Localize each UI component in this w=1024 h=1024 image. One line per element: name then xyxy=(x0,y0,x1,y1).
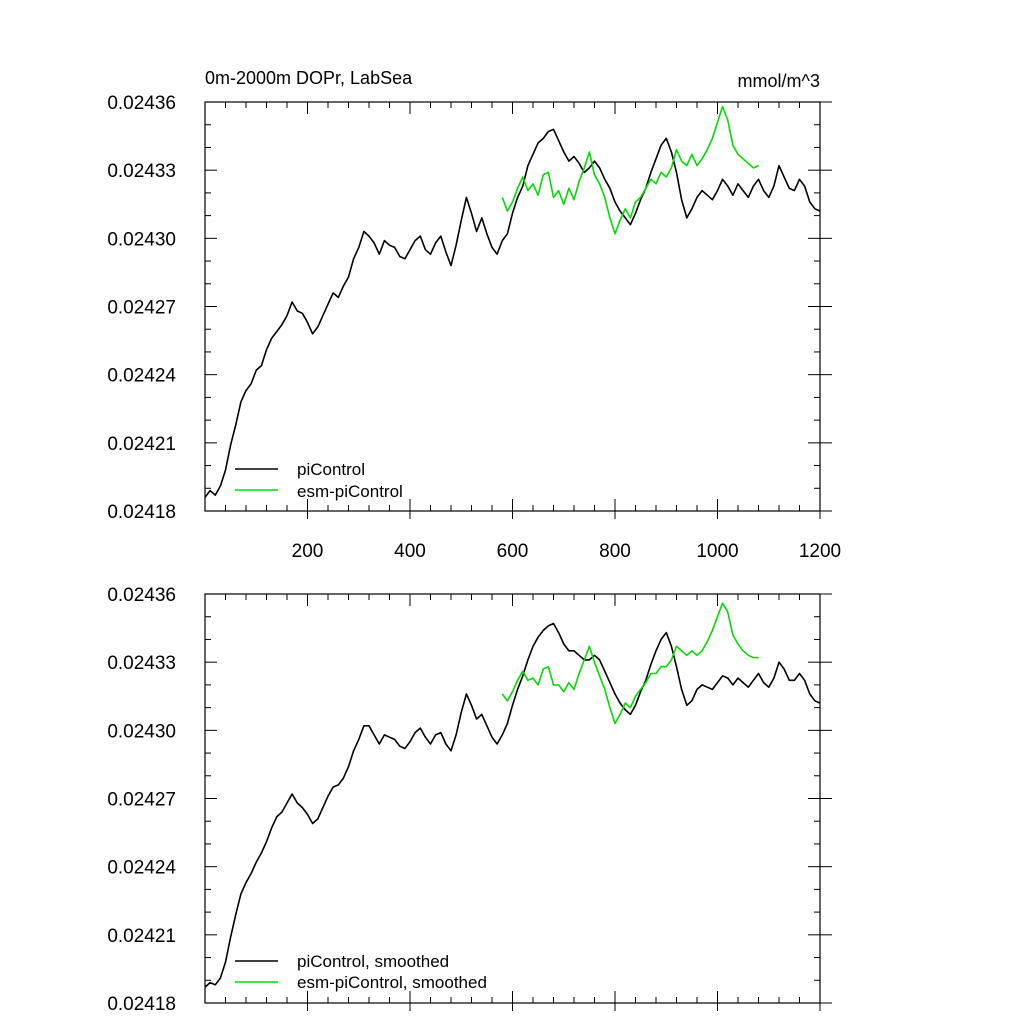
top-legend-label-esm: esm-piControl xyxy=(297,482,403,501)
bottom-y-tick-label: 0.02418 xyxy=(107,994,176,1015)
bottom-axes-layer: 0.02418 0.02421 0.02424 0.02427 0.02430 0.024… xyxy=(107,585,832,1015)
top-legend-label-picontrol: piControl xyxy=(297,460,365,479)
top-plot-frame xyxy=(204,101,821,512)
bottom-series-esm-picontrol xyxy=(501,602,759,725)
top-y-tick-label: 0.02418 xyxy=(107,502,176,523)
top-x-tick-label: 400 xyxy=(394,541,426,562)
top-panel: 200 400 600 800 1000 1200 0.02418 0.02421 0.0242… xyxy=(107,93,841,562)
bottom-legend-label-esm: esm-piControl, smoothed xyxy=(297,973,487,992)
top-x-tick-label: 800 xyxy=(599,541,631,562)
bottom-y-tick-label: 0.02436 xyxy=(107,585,176,606)
top-series-esm-picontrol xyxy=(501,105,759,235)
bottom-legend: piControl, smoothed esm-piControl, smoot… xyxy=(235,952,487,992)
top-y-tick-label: 0.02424 xyxy=(107,366,176,387)
top-x-tick-label: 600 xyxy=(497,541,529,562)
bottom-y-tick-label: 0.02430 xyxy=(107,721,176,742)
top-x-tick-label: 1000 xyxy=(696,541,738,562)
top-x-tick-label: 200 xyxy=(292,541,324,562)
bottom-y-tick-label: 0.02433 xyxy=(107,653,176,674)
bottom-y-tick-label: 0.02427 xyxy=(107,790,176,811)
units-label: mmol/m^3 xyxy=(738,71,820,91)
bottom-y-tick-label: 0.02421 xyxy=(107,926,176,947)
top-series-picontrol xyxy=(204,128,821,498)
top-legend: piControl esm-piControl xyxy=(235,460,403,501)
bottom-plot-frame xyxy=(204,593,821,1004)
top-y-tick-label: 0.02433 xyxy=(107,161,176,182)
bottom-panel: 0.02418 0.02421 0.02424 0.02427 0.02430 0.024… xyxy=(107,585,832,1015)
top-axes-layer: 200 400 600 800 1000 1200 0.02418 0.02421 0.0242… xyxy=(107,93,841,562)
bottom-legend-label-picontrol: piControl, smoothed xyxy=(297,952,449,971)
top-x-tick-label: 1200 xyxy=(799,541,841,562)
figure-title: 0m-2000m DOPr, LabSea xyxy=(205,68,413,88)
top-y-tick-label: 0.02427 xyxy=(107,298,176,319)
bottom-series-picontrol xyxy=(204,622,821,988)
bottom-series-layer xyxy=(204,602,821,988)
top-series-layer xyxy=(204,105,821,498)
top-y-tick-label: 0.02436 xyxy=(107,93,176,114)
top-y-tick-label: 0.02421 xyxy=(107,434,176,455)
bottom-y-tick-label: 0.02424 xyxy=(107,858,176,879)
top-y-tick-label: 0.02430 xyxy=(107,229,176,250)
